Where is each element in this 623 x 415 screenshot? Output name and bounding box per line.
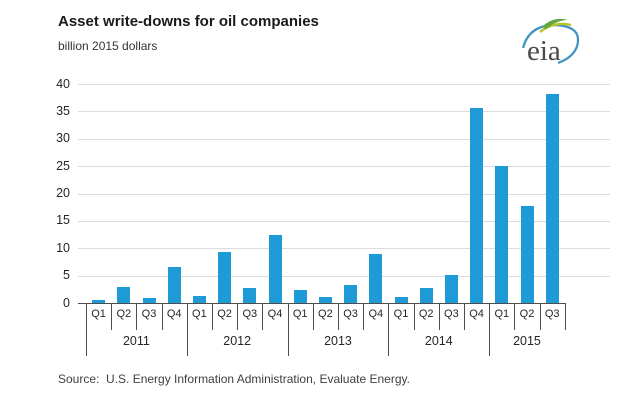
x-axis-quarter-label: Q2 [217,308,232,320]
x-axis-quarter-label: Q2 [418,308,434,320]
x-axis-quarter-label: Q3 [343,308,358,320]
bar-2011-q1 [92,299,106,304]
quarter-separator [464,303,465,330]
year-separator [388,303,390,356]
quarter-separator [363,303,365,330]
bar-2012-q4 [268,234,282,304]
quarter-separator [237,303,239,330]
x-axis-year-label: 2014 [424,334,453,348]
chart-title: Asset write-downs for oil companies [58,13,319,30]
quarter-separator [212,303,213,330]
x-axis-year-label: 2015 [513,334,541,348]
logo-leaf-swoosh [542,18,568,29]
x-axis-quarter-label: Q2 [318,308,333,320]
x-axis-quarter-label: Q1 [393,308,409,320]
x-axis-quarter-label: Q2 [116,308,132,320]
gridline [78,275,610,277]
y-axis-tick-label: 40 [56,76,70,91]
x-axis-line [78,303,565,304]
x-axis-year-label: 2011 [122,334,150,348]
quarter-separator [514,303,516,330]
y-axis-tick-label: 0 [63,295,70,310]
bar-2012-q1 [192,296,206,304]
x-axis-quarter-label: Q4 [166,308,182,320]
bar-2011-q4 [167,266,181,304]
bar-2013-q4 [369,253,383,304]
y-axis-tick-label: 5 [63,268,70,283]
y-axis-tick-label: 35 [56,103,70,118]
x-axis-quarter-label: Q4 [469,308,484,320]
gridline [78,166,610,168]
y-axis-tick-label: 15 [56,213,70,228]
quarter-separator [136,303,138,330]
year-separator [489,303,491,356]
x-axis-quarter-label: Q3 [141,308,157,320]
x-axis-quarter-label: Q3 [544,308,560,320]
logo-olive-swoosh [539,22,572,33]
bar-2013-q3 [344,284,358,304]
x-axis-quarter-label: Q1 [292,308,308,320]
bar-2011-q3 [142,297,156,304]
year-separator [287,303,289,356]
year-separator [186,303,188,356]
logo-blue-swoosh [521,23,580,65]
bar-2011-q2 [117,287,131,304]
y-axis-tick-label: 20 [56,186,70,200]
x-axis-year-label: 2012 [223,334,252,348]
x-axis-quarter-label: Q2 [519,308,535,320]
year-separator [86,303,87,356]
gridline [78,111,610,113]
quarter-separator [262,303,264,330]
bar-2014-q1 [394,296,408,304]
x-axis-quarter-label: Q1 [494,308,510,320]
source-note: Source: U.S. Energy Information Administ… [58,372,410,386]
x-axis-quarter-label: Q4 [368,308,384,320]
quarter-separator [438,303,440,330]
quarter-separator [312,303,314,330]
y-axis-tick-label: 25 [56,158,70,173]
y-axis-tick-label: 30 [56,131,70,146]
bar-2012-q3 [243,288,257,304]
chart-subtitle: billion 2015 dollars [58,39,158,53]
gridline [78,193,610,195]
x-axis-quarter-label: Q3 [242,308,258,320]
bar-2014-q4 [470,107,484,304]
quarter-separator [338,303,339,330]
bar-2015-q1 [495,165,509,304]
quarter-separator [413,303,415,330]
quarter-separator [161,303,163,330]
bar-2014-q2 [419,287,433,304]
x-axis-quarter-label: Q1 [91,308,106,320]
x-axis-quarter-label: Q3 [444,308,459,320]
gridline [78,220,610,222]
bar-2015-q2 [520,205,534,304]
quarter-separator [111,303,113,330]
bar-2014-q3 [444,274,458,304]
quarter-separator [539,303,541,330]
x-axis-quarter-label: Q4 [267,308,283,320]
bar-2013-q1 [293,290,307,304]
gridline [78,138,610,140]
bar-2013-q2 [318,296,332,304]
x-axis-quarter-label: Q1 [192,308,207,320]
gridline [78,248,610,250]
logo-text: eia [527,35,561,67]
axis-end-separator [564,303,566,330]
y-axis-tick-label: 10 [56,240,70,255]
bar-2012-q2 [218,252,232,304]
x-axis-year-label: 2013 [324,334,352,348]
eia-logo: eia [521,18,580,67]
gridline [78,84,610,85]
bar-2015-q3 [545,94,559,304]
